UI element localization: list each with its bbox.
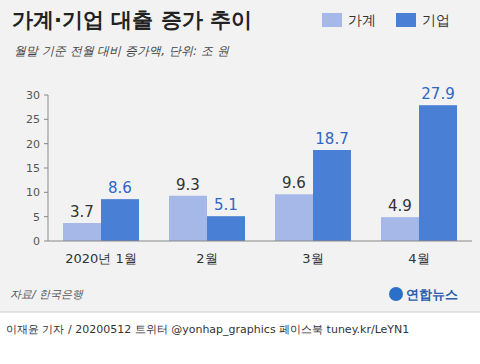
data-label: 9.3 (176, 176, 200, 194)
bar (419, 105, 457, 241)
y-tick-label: 20 (26, 138, 40, 151)
footer-rule (0, 312, 480, 313)
data-label: 4.9 (388, 197, 412, 215)
bar (313, 150, 351, 241)
data-label: 3.7 (70, 203, 94, 221)
chart: 가계·기업 대출 증가 추이월말 기준 전월 대비 증가액, 단위: 조 원 가계… (0, 0, 480, 364)
y-tick (44, 216, 48, 217)
y-tick-label: 25 (26, 113, 40, 126)
bars (63, 105, 457, 241)
subtitle: 월말 기준 전월 대비 증가액, 단위: 조 원 (14, 44, 230, 58)
data-label: 18.7 (315, 130, 348, 148)
y-tick (44, 192, 48, 193)
data-label: 8.6 (108, 179, 132, 197)
bar (275, 194, 313, 241)
y-tick (44, 168, 48, 169)
data-label: 27.9 (421, 85, 454, 103)
x-axis (48, 241, 472, 242)
legend-swatch (322, 13, 342, 27)
source: 자료/ 한국은행 (10, 288, 84, 301)
legend-label: 기업 (422, 12, 450, 28)
footer-background (0, 312, 480, 364)
logo: 연합뉴스 (406, 287, 458, 302)
y-tick-label: 15 (26, 162, 40, 175)
y-tick-label: 30 (26, 89, 40, 102)
logo-mark (389, 287, 403, 301)
x-tick-label: 2월 (196, 251, 217, 266)
legend-label: 가계 (348, 12, 376, 28)
y-tick-label: 5 (33, 211, 40, 224)
bar (101, 199, 139, 241)
bar (381, 217, 419, 241)
x-tick-label: 2020년 1월 (65, 251, 137, 266)
x-tick-label: 3월 (302, 251, 323, 266)
bar (63, 223, 101, 241)
data-label: 5.1 (214, 196, 238, 214)
y-tick (44, 95, 48, 96)
bar (169, 196, 207, 241)
title: 가계·기업 대출 증가 추이 (12, 8, 252, 32)
y-tick-label: 0 (33, 235, 40, 248)
y-tick (44, 119, 48, 120)
x-tick-label: 4월 (408, 251, 429, 266)
data-label: 9.6 (282, 174, 306, 192)
y-tick (44, 143, 48, 144)
y-tick-label: 10 (26, 186, 40, 199)
credit: 이재윤 기자 / 20200512 트위터 @yonhap_graphics 페… (6, 323, 409, 336)
legend-swatch (396, 13, 416, 27)
y-tick (44, 241, 48, 242)
background (0, 0, 480, 312)
bar (207, 216, 245, 241)
